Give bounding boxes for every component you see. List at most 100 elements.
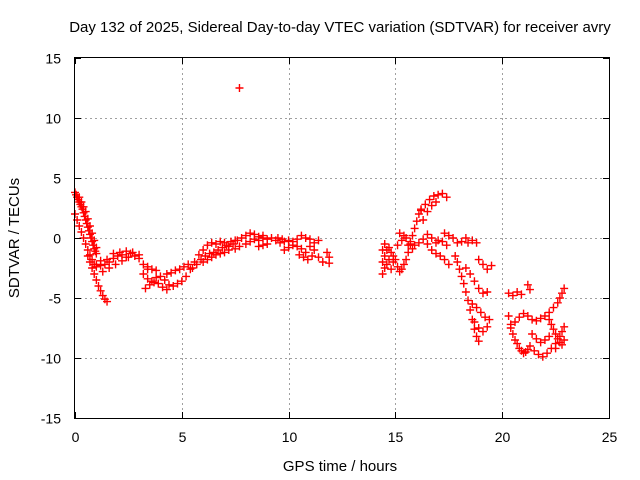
data-point	[461, 234, 470, 242]
data-point	[103, 297, 112, 306]
data-point	[203, 241, 212, 250]
data-point	[472, 303, 481, 312]
data-point	[466, 306, 475, 314]
data-point	[117, 256, 126, 265]
data-point	[318, 258, 327, 266]
data-point	[560, 322, 569, 331]
data-point	[83, 214, 92, 223]
data-point	[81, 207, 90, 216]
data-point	[156, 272, 165, 281]
data-point	[421, 200, 430, 209]
data-point	[444, 231, 453, 240]
data-point	[399, 231, 408, 240]
data-point	[184, 260, 193, 269]
data-point	[525, 342, 534, 350]
data-point	[182, 272, 191, 281]
data-point	[470, 318, 479, 326]
data-point	[523, 312, 532, 320]
data-point	[224, 246, 233, 254]
data-point	[92, 260, 101, 269]
data-point	[455, 265, 464, 274]
data-point	[417, 205, 426, 214]
data-point	[128, 248, 137, 257]
data-point	[399, 260, 408, 269]
data-point	[391, 255, 400, 264]
data-point	[508, 291, 517, 300]
chart-title: Day 132 of 2025, Sidereal Day-to-day VTE…	[69, 19, 611, 36]
data-point	[199, 246, 208, 254]
data-point	[540, 312, 549, 320]
data-point	[284, 236, 293, 245]
data-point	[188, 264, 197, 272]
data-point	[461, 264, 470, 272]
data-point	[440, 229, 449, 238]
data-point	[109, 249, 118, 258]
data-point	[293, 242, 302, 251]
data-point	[408, 231, 417, 240]
data-point	[305, 235, 314, 244]
data-point	[543, 349, 552, 358]
data-point	[378, 270, 387, 278]
data-point	[233, 236, 242, 245]
data-point	[203, 255, 212, 264]
data-point	[404, 241, 413, 250]
x-tick-label: 15	[388, 429, 404, 445]
data-point	[438, 189, 447, 198]
data-point	[143, 274, 152, 283]
data-point	[141, 284, 150, 293]
data-point	[90, 270, 99, 278]
data-point	[545, 332, 554, 341]
data-point	[408, 244, 417, 253]
data-point	[237, 234, 246, 242]
data-point	[449, 234, 458, 242]
data-point	[171, 266, 180, 275]
data-point	[528, 330, 537, 338]
data-point	[470, 325, 479, 334]
data-point	[207, 253, 216, 262]
x-tick-label: 0	[72, 429, 80, 445]
data-point	[220, 248, 229, 257]
data-point	[88, 264, 97, 272]
data-point	[427, 201, 436, 210]
data-point	[474, 284, 483, 293]
data-point	[92, 276, 101, 284]
data-point	[299, 253, 308, 262]
data-point	[431, 198, 440, 206]
data-point	[83, 252, 92, 260]
data-point	[425, 195, 434, 204]
data-point	[523, 280, 532, 289]
data-point	[464, 238, 473, 247]
data-point	[241, 231, 250, 240]
data-point	[442, 241, 451, 250]
x-tick-label: 5	[179, 429, 187, 445]
data-point	[444, 260, 453, 269]
data-point	[513, 288, 522, 296]
data-point	[314, 253, 323, 262]
data-point	[532, 316, 541, 325]
data-point	[442, 193, 451, 202]
data-point	[160, 276, 169, 284]
data-points	[71, 84, 569, 361]
data-point	[325, 259, 334, 268]
data-point	[558, 340, 567, 349]
data-point	[555, 332, 564, 341]
data-point	[105, 264, 114, 272]
data-point	[258, 234, 267, 242]
data-point	[410, 224, 419, 233]
data-point	[280, 246, 289, 254]
data-point	[295, 250, 304, 259]
data-point	[222, 241, 231, 250]
data-point	[150, 278, 159, 287]
data-point	[429, 192, 438, 200]
data-point	[310, 238, 319, 247]
data-point	[94, 282, 103, 290]
data-point	[167, 268, 176, 277]
data-point	[511, 318, 520, 326]
data-point	[440, 255, 449, 264]
data-point	[423, 207, 432, 216]
data-point	[547, 320, 556, 329]
data-point	[419, 216, 428, 224]
y-tick-label: 5	[53, 171, 61, 187]
data-point	[431, 249, 440, 258]
data-point	[483, 288, 492, 296]
